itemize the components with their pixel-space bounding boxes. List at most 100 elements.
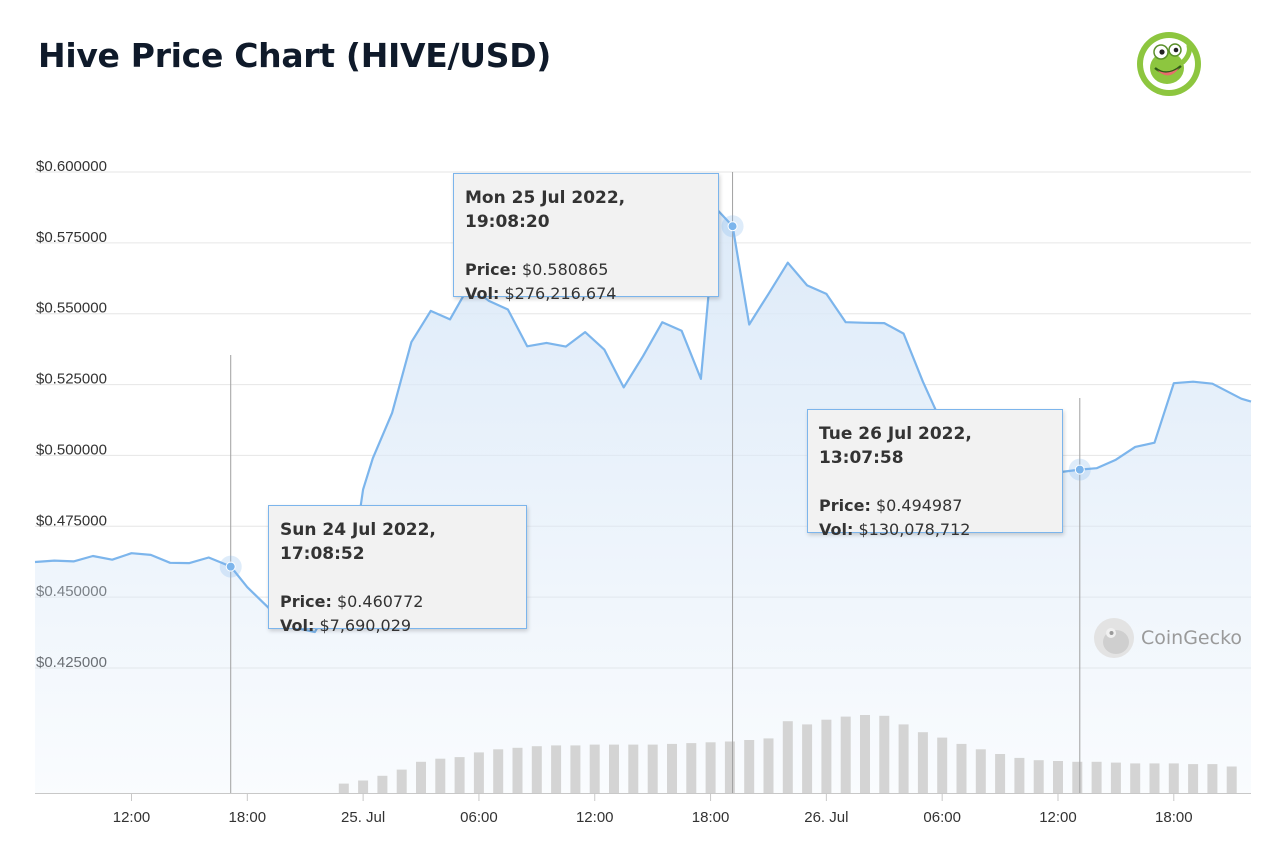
tooltip-price-value: $0.580865 — [521, 260, 609, 279]
volume-bar — [782, 721, 793, 793]
volume-bar — [551, 745, 562, 793]
volume-bar — [396, 769, 407, 793]
tooltip-price-label: Price: — [819, 496, 871, 515]
y-tick-label: $0.600000 — [36, 158, 107, 175]
price-area-fill — [35, 208, 1251, 794]
tooltip-price-value: $0.494987 — [875, 496, 963, 515]
tooltip-price-row: Price: $0.494987 — [819, 494, 1050, 518]
y-tick-label: $0.575000 — [36, 229, 107, 246]
x-tick-label: 18:00 — [229, 809, 267, 826]
y-tick-label: $0.475000 — [36, 512, 107, 529]
tooltip-vol-label: Vol: — [819, 520, 854, 539]
marker-point[interactable] — [225, 561, 236, 572]
volume-bar — [917, 732, 928, 793]
volume-bar — [589, 744, 600, 793]
volume-bar — [512, 747, 523, 793]
volume-bar — [821, 719, 832, 793]
volume-bar — [879, 715, 890, 793]
volume-bar — [1033, 760, 1044, 793]
volume-bars — [338, 715, 1237, 793]
y-tick-label: $0.500000 — [36, 441, 107, 458]
y-tick-label: $0.525000 — [36, 371, 107, 388]
volume-bar — [1130, 763, 1141, 793]
x-tick-label: 18:00 — [1155, 809, 1193, 826]
volume-bar — [628, 744, 639, 793]
x-tick-label: 12:00 — [1039, 809, 1077, 826]
x-tick-label: 12:00 — [576, 809, 614, 826]
volume-bar — [937, 737, 948, 793]
tooltip-date: Mon 25 Jul 2022, 19:08:20 — [465, 188, 626, 232]
hover-markers — [219, 215, 1091, 578]
volume-bar — [898, 724, 909, 793]
volume-bar — [416, 761, 426, 793]
volume-bar — [1226, 766, 1237, 793]
volume-bar — [473, 752, 484, 793]
tooltip-jul-25: Mon 25 Jul 2022, 19:08:20 Price: $0.5808… — [453, 173, 719, 303]
volume-bar — [1072, 761, 1083, 793]
tooltip-price-row: Price: $0.460772 — [280, 590, 514, 614]
volume-bar — [1053, 761, 1063, 793]
tooltip-jul-26: Tue 26 Jul 2022, 13:07:58 Price: $0.4949… — [807, 409, 1063, 539]
volume-bar — [1091, 761, 1102, 793]
crosshair-lines — [230, 172, 1081, 793]
tooltip-vol-value: $276,216,674 — [504, 284, 617, 303]
volume-bar — [531, 746, 542, 793]
tooltip-price-row: Price: $0.580865 — [465, 258, 706, 282]
volume-bar — [1168, 763, 1179, 793]
volume-bar — [956, 743, 967, 793]
volume-bar — [1188, 764, 1199, 793]
tooltip-price-value: $0.460772 — [336, 592, 424, 611]
marker-point[interactable] — [727, 221, 738, 232]
marker-point[interactable] — [1074, 464, 1085, 475]
x-tick-label: 18:00 — [692, 809, 730, 826]
volume-bar — [1110, 762, 1121, 793]
tooltip-jul-24: Sun 24 Jul 2022, 17:08:52 Price: $0.4607… — [268, 505, 527, 635]
volume-bar — [840, 716, 851, 793]
volume-bar — [647, 744, 658, 793]
volume-bar — [377, 775, 388, 793]
x-axis-labels: 12:00 18:00 25. Jul 06:00 12:00 18:00 26. Jul 0… — [113, 793, 1193, 826]
volume-bar — [995, 754, 1006, 793]
tooltip-date: Sun 24 Jul 2022, 17:08:52 — [280, 520, 436, 564]
volume-bar — [493, 749, 504, 793]
watermark-text: CoinGecko — [1141, 627, 1243, 649]
x-tick-label: 12:00 — [113, 809, 151, 826]
tooltip-vol-row: Vol: $130,078,712 — [819, 518, 1050, 542]
x-tick-label: 26. Jul — [804, 809, 848, 826]
volume-bar — [802, 724, 813, 793]
x-tick-label: 06:00 — [923, 809, 961, 826]
volume-bar — [744, 740, 755, 793]
x-tick-label: 06:00 — [460, 809, 498, 826]
volume-bar — [860, 715, 870, 793]
volume-bar — [338, 783, 349, 793]
volume-bar — [1149, 763, 1160, 793]
volume-bar — [358, 780, 369, 793]
volume-bar — [1014, 757, 1025, 793]
volume-bar — [667, 743, 677, 793]
volume-bar — [763, 738, 774, 793]
tooltip-vol-row: Vol: $7,690,029 — [280, 614, 514, 638]
tooltip-vol-label: Vol: — [465, 284, 500, 303]
volume-bar — [570, 745, 581, 793]
tooltip-vol-value: $130,078,712 — [858, 520, 971, 539]
tooltip-price-label: Price: — [280, 592, 332, 611]
volume-bar — [609, 744, 619, 793]
volume-bar — [686, 743, 697, 793]
tooltip-vol-row: Vol: $276,216,674 — [465, 282, 706, 306]
tooltip-date: Tue 26 Jul 2022, 13:07:58 — [819, 424, 972, 468]
y-tick-label: $0.550000 — [36, 300, 107, 317]
volume-bar — [975, 749, 986, 793]
tooltip-vol-label: Vol: — [280, 616, 315, 635]
x-tick-label: 25. Jul — [341, 809, 385, 826]
volume-bar — [1207, 764, 1218, 793]
coingecko-logo-icon — [1137, 32, 1201, 96]
coingecko-watermark: CoinGecko — [1094, 618, 1242, 658]
volume-bar — [454, 757, 465, 793]
gecko-watermark-icon — [1094, 618, 1134, 658]
volume-bar — [724, 741, 735, 793]
page-title: Hive Price Chart (HIVE/USD) — [38, 36, 552, 75]
tooltip-vol-value: $7,690,029 — [319, 616, 412, 635]
tooltip-price-label: Price: — [465, 260, 517, 279]
volume-bar — [705, 742, 716, 793]
